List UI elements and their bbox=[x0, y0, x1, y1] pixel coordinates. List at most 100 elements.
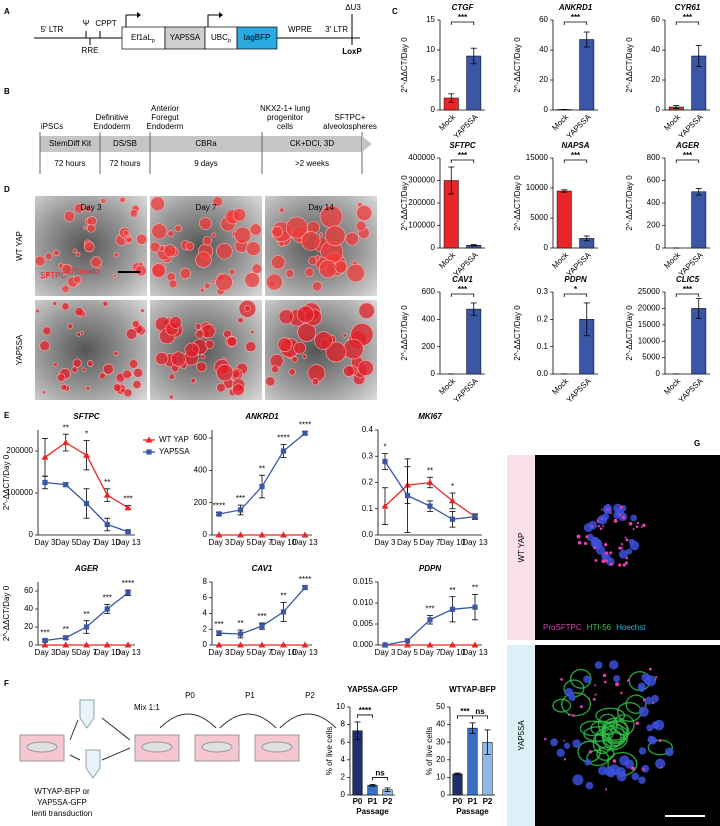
promoter-arrow bbox=[207, 14, 219, 27]
y-tick-label: 5 bbox=[431, 75, 436, 84]
significance-label: **** bbox=[277, 434, 289, 443]
organoid bbox=[90, 256, 102, 268]
significance-label: ns bbox=[375, 769, 385, 778]
y-tick-label: 0 bbox=[656, 369, 661, 378]
stage-label: SFTPC+ bbox=[335, 113, 366, 122]
marker bbox=[381, 502, 389, 509]
x-tick-label: Mock bbox=[550, 376, 571, 397]
panel-label: B bbox=[4, 87, 10, 96]
significance-label: *** bbox=[257, 612, 266, 621]
element-label: WPRE bbox=[288, 25, 312, 34]
y-tick-label: 4 bbox=[341, 755, 346, 764]
nucleus bbox=[564, 687, 574, 697]
stage-label: NKX2-1+ lung bbox=[260, 104, 310, 113]
marker bbox=[382, 642, 388, 648]
organoid bbox=[250, 329, 255, 334]
passage-label: P1 bbox=[245, 691, 255, 700]
passage-arrow bbox=[219, 713, 277, 729]
organoid bbox=[123, 388, 133, 398]
organoid bbox=[215, 273, 233, 291]
granule bbox=[604, 542, 608, 547]
chart-title: CAV1 bbox=[452, 275, 473, 284]
y-tick-label: 200000 bbox=[6, 446, 33, 455]
insert bbox=[26, 741, 58, 753]
element-text: Ef1aL bbox=[131, 33, 152, 42]
x-tick-label: Mock bbox=[662, 250, 683, 271]
y-tick-label: 200 bbox=[647, 221, 661, 230]
marker bbox=[301, 641, 309, 648]
bar bbox=[691, 191, 707, 249]
organoid bbox=[231, 369, 241, 379]
y-axis-label: 2^-ΔΔCT/Day 0 bbox=[2, 454, 11, 510]
nucleus bbox=[624, 759, 635, 769]
tube bbox=[85, 749, 101, 779]
significance-label: *** bbox=[683, 151, 693, 160]
granule bbox=[609, 562, 613, 566]
marker bbox=[258, 531, 266, 538]
x-tick-label: Day 5 bbox=[397, 648, 418, 657]
nucleus bbox=[585, 781, 594, 790]
chart-title: PDPN bbox=[419, 564, 441, 573]
y-tick-label: 40 bbox=[539, 45, 548, 54]
granule bbox=[596, 520, 599, 523]
x-tick-label: Day 13 bbox=[462, 648, 488, 657]
organoid bbox=[251, 263, 263, 274]
organoid bbox=[212, 196, 223, 207]
x-tick-label: Day 3 bbox=[209, 648, 230, 657]
organoid bbox=[232, 383, 245, 396]
granule bbox=[576, 534, 581, 539]
y-tick-label: 10 bbox=[436, 773, 445, 782]
y-tick-label: 0 bbox=[203, 640, 208, 649]
organoid bbox=[237, 317, 244, 324]
marker bbox=[124, 641, 132, 648]
organoid bbox=[324, 225, 346, 247]
chart-title: CTGF bbox=[452, 3, 475, 12]
marker bbox=[449, 497, 456, 504]
x-axis-label: Passage bbox=[456, 807, 489, 816]
y-axis-label: 2^-ΔΔCT/Day 0 bbox=[625, 175, 634, 231]
x-tick-label: Mock bbox=[437, 250, 458, 271]
organoid bbox=[277, 337, 293, 352]
x-tick-label: Day 7 bbox=[76, 648, 97, 657]
chart-title: MKI67 bbox=[418, 412, 442, 421]
nucleus bbox=[644, 696, 653, 705]
granule bbox=[613, 518, 618, 523]
nucleus bbox=[655, 758, 666, 769]
organoid bbox=[60, 383, 68, 391]
granule bbox=[599, 527, 603, 530]
membrane bbox=[579, 720, 607, 737]
organoid bbox=[199, 217, 212, 230]
marker bbox=[427, 503, 433, 509]
element-label: UBCp bbox=[211, 33, 231, 44]
organoid bbox=[210, 279, 215, 284]
organoid bbox=[131, 320, 140, 328]
x-tick-label: Day 10 bbox=[95, 648, 121, 657]
granule bbox=[606, 508, 610, 512]
significance-label: *** bbox=[571, 13, 581, 22]
x-tick-label: Day 10 bbox=[271, 648, 297, 657]
x-tick-label: Day 10 bbox=[95, 538, 121, 547]
marker bbox=[302, 584, 308, 591]
y-axis-label: 2^-ΔΔCT/Day 0 bbox=[625, 305, 634, 361]
organoid bbox=[168, 279, 178, 289]
chart-title: NAPSA bbox=[561, 141, 589, 150]
granule bbox=[563, 739, 566, 742]
granule bbox=[601, 559, 606, 564]
fluorescence-image bbox=[535, 455, 720, 640]
y-tick-label: 0 bbox=[544, 243, 549, 252]
panel-label: G bbox=[694, 439, 700, 448]
timeline-bar bbox=[40, 136, 362, 152]
stain-label: SFTPCtdTomato bbox=[40, 267, 100, 281]
granule bbox=[620, 542, 624, 546]
significance-label: *** bbox=[103, 594, 112, 603]
passage-arrow bbox=[279, 713, 337, 729]
marker bbox=[41, 641, 49, 648]
nucleus bbox=[638, 776, 646, 785]
marker bbox=[62, 439, 70, 446]
organoid bbox=[249, 223, 262, 236]
y-tick-label: 10 bbox=[336, 702, 345, 711]
marker bbox=[237, 531, 244, 538]
significance-bracket bbox=[675, 21, 700, 25]
y-tick-label: 20 bbox=[24, 622, 33, 631]
marker bbox=[258, 641, 266, 648]
